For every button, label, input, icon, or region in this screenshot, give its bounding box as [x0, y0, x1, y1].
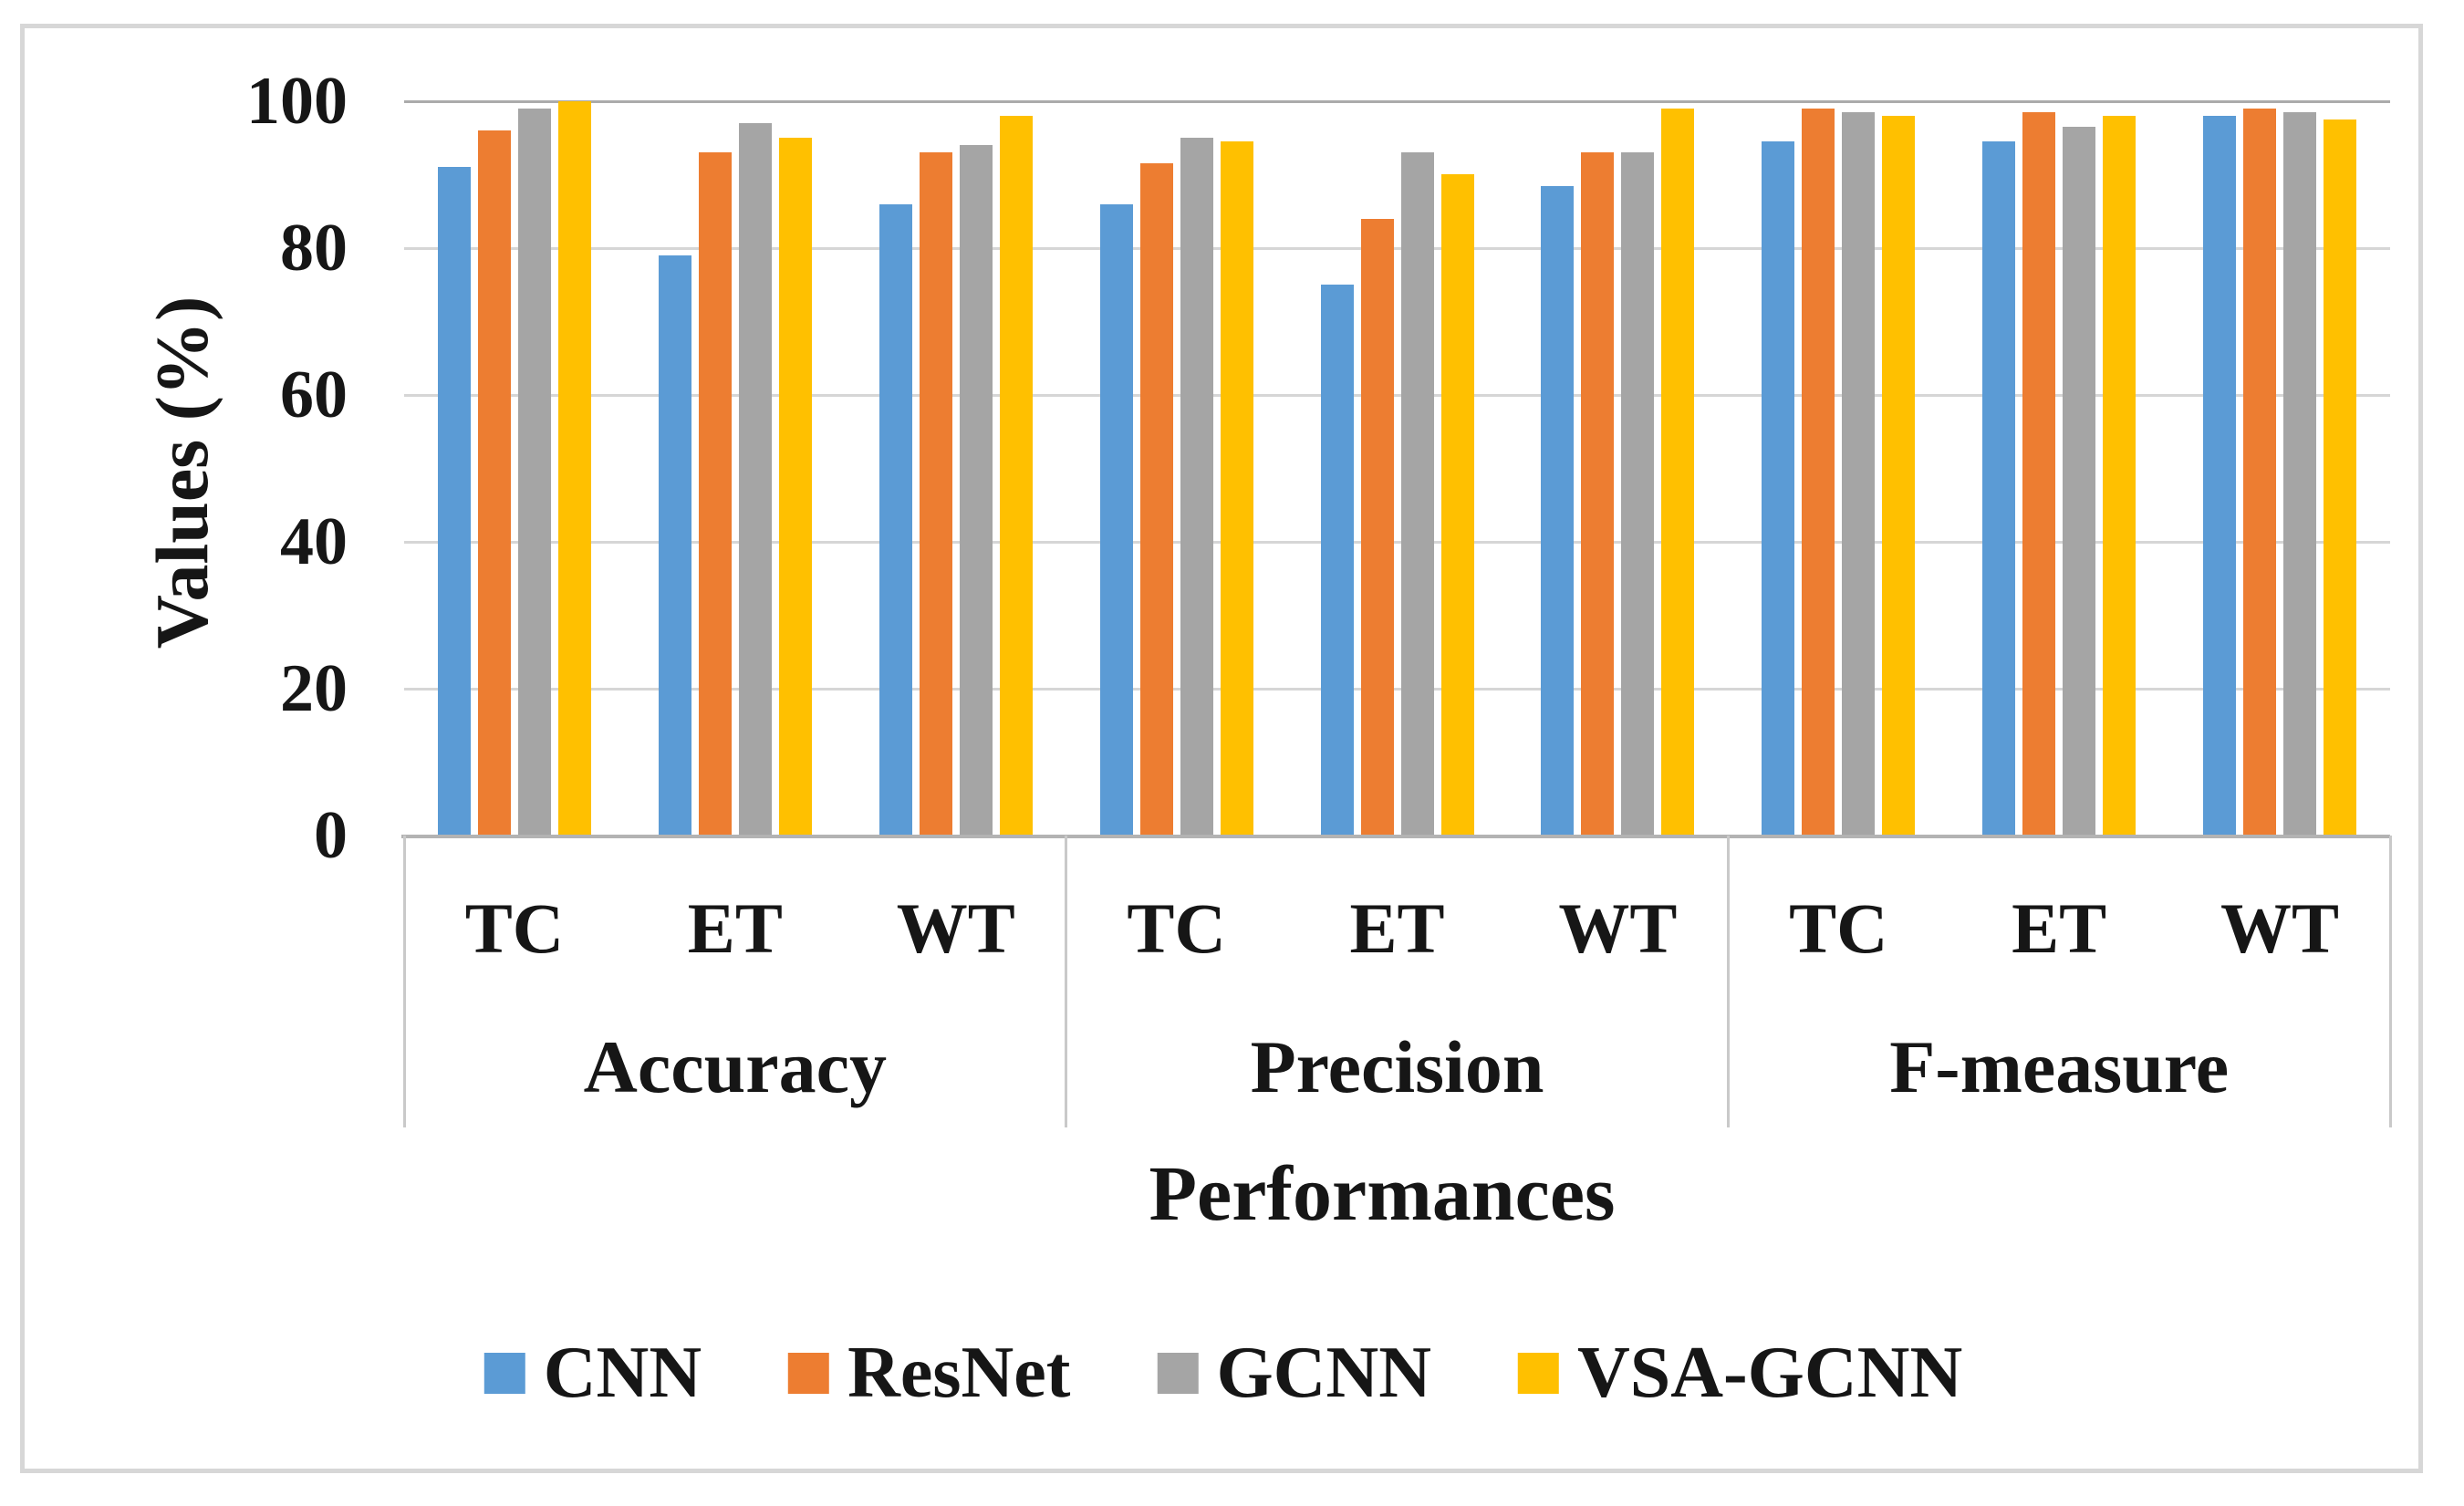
bar-VSA-GCNN-F-measure-WT: [2324, 119, 2357, 836]
category-divider: [1726, 836, 1730, 1127]
y-axis-title: Values (%): [140, 296, 224, 649]
bar-VSA-GCNN-Accuracy-WT: [999, 116, 1033, 836]
y-tick-label-20: 20: [280, 651, 348, 726]
bar-VSA-GCNN-Precision-ET: [1440, 174, 1474, 836]
y-tick-label-100: 100: [246, 64, 348, 139]
bar-ResNet-Accuracy-WT: [919, 152, 952, 836]
x-group-label-Accuracy: Accuracy: [583, 1025, 888, 1108]
x-tick-label-F-measure-WT: WT: [2220, 888, 2340, 968]
bar-VSA-GCNN-Accuracy-TC: [557, 101, 591, 836]
legend-label-CNN: CNN: [543, 1333, 702, 1413]
legend: CNN ResNet GCNN VSA-GCNN: [483, 1333, 1963, 1413]
legend-swatch-VSA-GCNN: [1517, 1352, 1559, 1394]
x-tick-label-F-measure-TC: TC: [1789, 888, 1888, 968]
bar-GCNN-Precision-ET: [1400, 152, 1434, 836]
plot-area: [404, 100, 2390, 836]
bar-VSA-GCNN-Accuracy-ET: [778, 138, 812, 836]
x-axis-title: Performances: [1149, 1149, 1616, 1237]
y-tick-label-80: 80: [280, 211, 348, 286]
gridline-20: [404, 688, 2390, 691]
y-tick-label-40: 40: [280, 504, 348, 579]
category-divider: [1065, 836, 1068, 1127]
bar-ResNet-Accuracy-ET: [698, 152, 732, 836]
bar-CNN-Precision-TC: [1099, 204, 1133, 836]
bar-ResNet-F-measure-ET: [2022, 112, 2056, 836]
bar-ResNet-Precision-TC: [1139, 163, 1173, 836]
bar-GCNN-Precision-WT: [1621, 152, 1655, 836]
x-tick-label-Accuracy-TC: TC: [464, 888, 565, 968]
category-divider: [402, 836, 406, 1127]
legend-item-CNN: CNN: [483, 1333, 702, 1413]
legend-swatch-GCNN: [1157, 1352, 1199, 1394]
bar-ResNet-Precision-WT: [1581, 152, 1615, 836]
bar-GCNN-F-measure-TC: [1842, 112, 1876, 836]
legend-swatch-ResNet: [788, 1352, 830, 1394]
bar-GCNN-Accuracy-ET: [738, 123, 772, 836]
bar-VSA-GCNN-Precision-TC: [1220, 141, 1253, 836]
bar-VSA-GCNN-F-measure-ET: [2103, 116, 2137, 836]
y-tick-label-60: 60: [280, 358, 348, 432]
x-tick-label-Precision-WT: WT: [1558, 888, 1678, 968]
gridline-100: [404, 100, 2390, 103]
x-group-label-F-measure: F-measure: [1889, 1025, 2230, 1108]
y-tick-label-0: 0: [314, 798, 348, 873]
bar-VSA-GCNN-F-measure-TC: [1882, 116, 1916, 836]
x-tick-label-Accuracy-WT: WT: [896, 888, 1015, 968]
bar-CNN-F-measure-ET: [1982, 141, 2016, 836]
bar-GCNN-F-measure-WT: [2283, 112, 2317, 836]
bar-VSA-GCNN-Precision-WT: [1661, 109, 1695, 836]
bar-GCNN-F-measure-ET: [2063, 127, 2096, 836]
x-axis-baseline: [401, 835, 2390, 838]
bar-CNN-Accuracy-WT: [879, 204, 912, 836]
gridline-60: [404, 394, 2390, 397]
bar-CNN-Accuracy-ET: [658, 255, 691, 836]
x-group-label-Precision: Precision: [1250, 1025, 1544, 1108]
bar-CNN-F-measure-WT: [2203, 116, 2237, 836]
x-tick-label-Precision-TC: TC: [1127, 888, 1226, 968]
bar-ResNet-Precision-ET: [1360, 219, 1394, 836]
x-tick-label-Precision-ET: ET: [1349, 888, 1445, 968]
bar-GCNN-Accuracy-WT: [959, 145, 993, 836]
bar-CNN-F-measure-TC: [1762, 141, 1795, 836]
bar-CNN-Precision-WT: [1541, 186, 1575, 836]
gridline-80: [404, 247, 2390, 250]
legend-item-GCNN: GCNN: [1157, 1336, 1431, 1409]
bar-ResNet-F-measure-TC: [1802, 109, 1835, 836]
x-tick-label-Accuracy-ET: ET: [687, 888, 783, 968]
legend-item-ResNet: ResNet: [788, 1336, 1070, 1409]
legend-item-VSA-GCNN: VSA-GCNN: [1517, 1333, 1963, 1413]
bar-CNN-Precision-ET: [1320, 285, 1354, 836]
bar-GCNN-Precision-TC: [1180, 138, 1213, 836]
gridline-40: [404, 541, 2390, 544]
bar-GCNN-Accuracy-TC: [517, 109, 551, 836]
bar-ResNet-F-measure-WT: [2243, 109, 2277, 836]
legend-label-VSA-GCNN: VSA-GCNN: [1576, 1333, 1963, 1413]
bar-ResNet-Accuracy-TC: [477, 130, 511, 836]
legend-label-GCNN: GCNN: [1216, 1333, 1431, 1413]
category-divider: [2388, 836, 2392, 1127]
x-tick-label-F-measure-ET: ET: [2012, 888, 2107, 968]
legend-swatch-CNN: [483, 1352, 525, 1394]
bar-CNN-Accuracy-TC: [437, 167, 471, 836]
legend-label-ResNet: ResNet: [847, 1333, 1071, 1413]
